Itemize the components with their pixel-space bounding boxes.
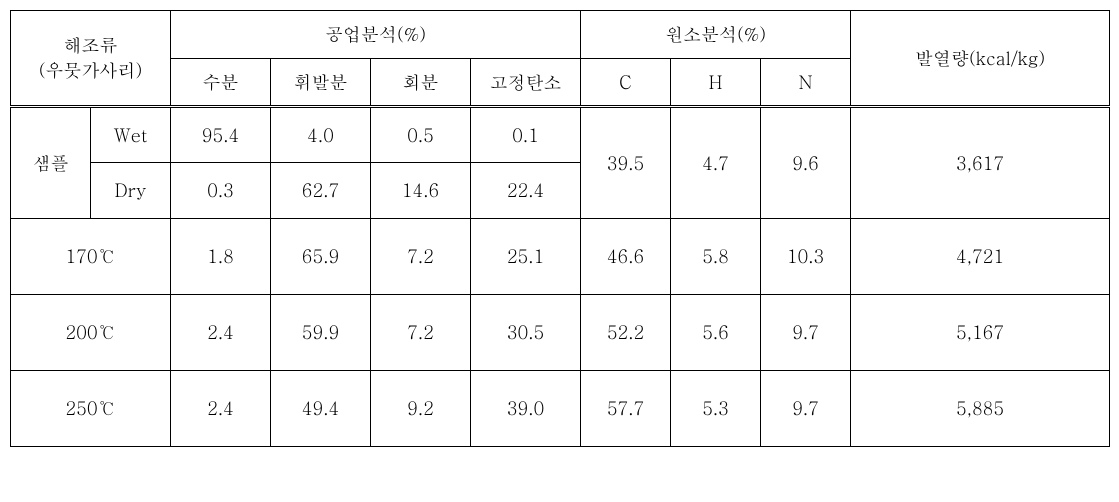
cell-200-moisture: 2.4 — [171, 295, 271, 371]
cell-250-n: 9.7 — [761, 371, 851, 447]
header-industrial-analysis: 공업분석(%) — [171, 11, 581, 59]
cell-dry-fixed-carbon: 22.4 — [471, 163, 581, 219]
header-elemental-analysis: 원소분석(%) — [581, 11, 851, 59]
cell-wet-moisture: 95.4 — [171, 107, 271, 163]
header-seaweed-line1: 해조류 — [11, 33, 170, 58]
header-moisture: 수분 — [171, 59, 271, 107]
cell-sample-h: 4.7 — [671, 107, 761, 219]
row-250-label: 250℃ — [11, 371, 171, 447]
cell-170-fixed-carbon: 25.1 — [471, 219, 581, 295]
cell-170-n: 10.3 — [761, 219, 851, 295]
cell-sample-cal: 3,617 — [851, 107, 1110, 219]
cell-170-ash: 7.2 — [371, 219, 471, 295]
cell-wet-ash: 0.5 — [371, 107, 471, 163]
sample-label: 샘플 — [11, 107, 91, 219]
cell-250-volatile: 49.4 — [271, 371, 371, 447]
cell-200-c: 52.2 — [581, 295, 671, 371]
cell-170-cal: 4,721 — [851, 219, 1110, 295]
cell-200-ash: 7.2 — [371, 295, 471, 371]
cell-sample-c: 39.5 — [581, 107, 671, 219]
cell-170-moisture: 1.8 — [171, 219, 271, 295]
cell-250-cal: 5,885 — [851, 371, 1110, 447]
cell-170-h: 5.8 — [671, 219, 761, 295]
header-calorific: 발열량(kcal/kg) — [851, 11, 1110, 107]
cell-250-moisture: 2.4 — [171, 371, 271, 447]
cell-200-fixed-carbon: 30.5 — [471, 295, 581, 371]
header-n: N — [761, 59, 851, 107]
cell-250-ash: 9.2 — [371, 371, 471, 447]
cell-170-c: 46.6 — [581, 219, 671, 295]
cell-200-n: 9.7 — [761, 295, 851, 371]
header-ash: 회분 — [371, 59, 471, 107]
cell-200-cal: 5,167 — [851, 295, 1110, 371]
cell-170-volatile: 65.9 — [271, 219, 371, 295]
row-170-label: 170℃ — [11, 219, 171, 295]
cell-dry-moisture: 0.3 — [171, 163, 271, 219]
cell-250-fixed-carbon: 39.0 — [471, 371, 581, 447]
header-volatile: 휘발분 — [271, 59, 371, 107]
header-h: H — [671, 59, 761, 107]
cell-wet-fixed-carbon: 0.1 — [471, 107, 581, 163]
sample-wet-label: Wet — [91, 107, 171, 163]
cell-wet-volatile: 4.0 — [271, 107, 371, 163]
cell-200-h: 5.6 — [671, 295, 761, 371]
header-seaweed-line2: (우뭇가사리) — [11, 58, 170, 83]
cell-dry-volatile: 62.7 — [271, 163, 371, 219]
cell-sample-n: 9.6 — [761, 107, 851, 219]
cell-250-h: 5.3 — [671, 371, 761, 447]
cell-dry-ash: 14.6 — [371, 163, 471, 219]
header-seaweed: 해조류 (우뭇가사리) — [11, 11, 171, 107]
row-200-label: 200℃ — [11, 295, 171, 371]
header-fixed-carbon: 고정탄소 — [471, 59, 581, 107]
sample-dry-label: Dry — [91, 163, 171, 219]
cell-200-volatile: 59.9 — [271, 295, 371, 371]
cell-250-c: 57.7 — [581, 371, 671, 447]
analysis-table: 해조류 (우뭇가사리) 공업분석(%) 원소분석(%) 발열량(kcal/kg)… — [10, 10, 1110, 447]
header-c: C — [581, 59, 671, 107]
